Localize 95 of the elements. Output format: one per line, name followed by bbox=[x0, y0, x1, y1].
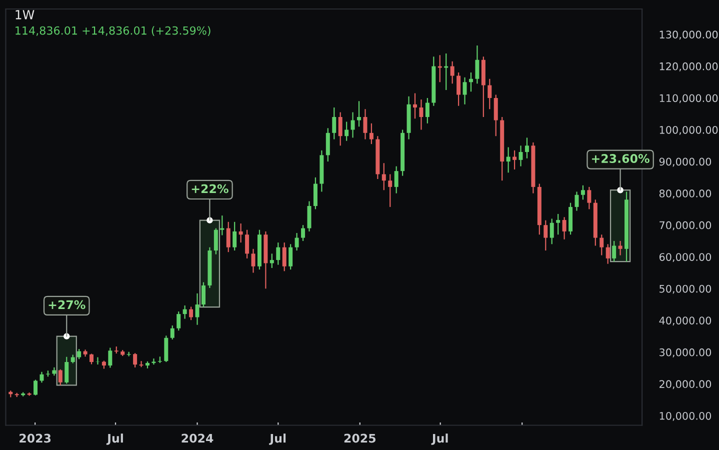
candlestick bbox=[34, 379, 38, 396]
candlestick bbox=[220, 214, 224, 236]
y-tick-label: 10,000.00 bbox=[660, 412, 712, 421]
candlestick bbox=[332, 106, 336, 140]
candlestick bbox=[475, 44, 480, 84]
candlestick bbox=[512, 150, 517, 170]
candlestick bbox=[438, 54, 442, 83]
y-tick-label: 50,000.00 bbox=[660, 284, 712, 294]
candlestick bbox=[40, 371, 44, 384]
candlestick bbox=[90, 353, 94, 365]
candlestick bbox=[468, 72, 473, 92]
candlestick bbox=[276, 242, 280, 266]
annotation: +23.60% bbox=[592, 154, 650, 163]
annotation: +22% bbox=[192, 184, 228, 194]
candlestick bbox=[245, 229, 250, 259]
candlestick bbox=[612, 240, 616, 262]
candlestick bbox=[282, 242, 286, 272]
y-tick-label: 100,000.00 bbox=[660, 126, 718, 135]
x-tick-label: 2024 bbox=[182, 434, 214, 443]
candlestick bbox=[326, 128, 330, 162]
candlestick bbox=[444, 52, 448, 91]
candlestick bbox=[338, 112, 342, 146]
candlestick bbox=[270, 253, 274, 269]
candlestick bbox=[580, 184, 585, 200]
candlestick bbox=[419, 99, 424, 130]
y-tick-label: 80,000.00 bbox=[659, 190, 712, 198]
x-tick-label: Jul bbox=[269, 434, 286, 445]
candlestick bbox=[544, 220, 548, 252]
x-tick-label: 2023 bbox=[20, 434, 51, 443]
candlestick bbox=[606, 244, 610, 264]
candlestick bbox=[139, 360, 144, 368]
candlestick bbox=[488, 78, 492, 110]
candlestick bbox=[462, 76, 467, 105]
y-tick-label: 70,000.00 bbox=[660, 221, 712, 230]
candlestick bbox=[251, 248, 256, 274]
candlestick bbox=[64, 356, 69, 384]
y-tick-label: 60,000.00 bbox=[659, 253, 712, 262]
chart-title: 1W bbox=[16, 10, 34, 20]
candlestick bbox=[189, 306, 194, 321]
candlestick bbox=[288, 244, 293, 270]
candlestick bbox=[58, 368, 62, 386]
candlestick bbox=[456, 72, 461, 106]
candlestick bbox=[450, 60, 454, 84]
candlestick bbox=[394, 166, 398, 194]
candlestick bbox=[133, 352, 138, 368]
candlestick bbox=[600, 234, 604, 256]
candlestick bbox=[307, 200, 312, 232]
candlestick bbox=[618, 240, 622, 256]
candlestick bbox=[357, 100, 362, 128]
candlestick bbox=[152, 358, 156, 366]
candlestick bbox=[369, 122, 374, 145]
candlestick bbox=[562, 216, 566, 240]
x-tick-label: Jul bbox=[106, 434, 123, 445]
candlestick bbox=[232, 221, 237, 252]
candlestick bbox=[301, 224, 306, 242]
candlestick bbox=[382, 162, 386, 191]
text: 114,836.01 +14,836.01 (+23.59%) bbox=[16, 26, 210, 36]
candlestick bbox=[363, 108, 368, 140]
annotation: +27% bbox=[48, 300, 86, 310]
y-tick-label: 130,000.00 bbox=[660, 30, 718, 40]
candlestick bbox=[176, 310, 181, 332]
candlestick bbox=[550, 218, 554, 245]
candlestick bbox=[164, 335, 168, 363]
candlestick bbox=[425, 97, 430, 124]
candlestick bbox=[195, 292, 200, 326]
y-tick-label: 90,000.00 bbox=[659, 158, 712, 167]
candlestick bbox=[388, 174, 392, 208]
candlestick bbox=[201, 282, 206, 308]
y-tick-label: 20,000.00 bbox=[659, 380, 712, 390]
y-tick-label: 40,000.00 bbox=[659, 316, 712, 326]
candlestick bbox=[108, 347, 112, 368]
candlestick bbox=[294, 232, 299, 252]
candlestick bbox=[524, 137, 529, 159]
candlestick bbox=[96, 356, 100, 366]
candlestick bbox=[226, 221, 230, 253]
candlestick bbox=[77, 348, 82, 360]
candlestick bbox=[413, 92, 417, 120]
candlestick bbox=[506, 146, 510, 174]
y-tick-label: 30,000.00 bbox=[660, 348, 712, 358]
candlestick bbox=[587, 186, 592, 210]
candlestick bbox=[182, 304, 187, 320]
candlestick bbox=[556, 213, 560, 236]
candlestick bbox=[494, 94, 498, 137]
candlestick bbox=[518, 145, 523, 167]
candlestick bbox=[313, 176, 318, 210]
candlestick bbox=[214, 228, 218, 255]
y-tick-label: 110,000.00 bbox=[660, 94, 718, 104]
candlestick bbox=[170, 324, 174, 340]
x-tick-label: Jul bbox=[431, 434, 448, 445]
candlestick bbox=[238, 222, 243, 244]
candlestick bbox=[574, 191, 579, 212]
x-tick-label: 2025 bbox=[344, 434, 376, 443]
candlestick bbox=[350, 112, 355, 138]
y-tick-label: 120,000.00 bbox=[660, 62, 718, 72]
candlestick bbox=[344, 121, 349, 142]
